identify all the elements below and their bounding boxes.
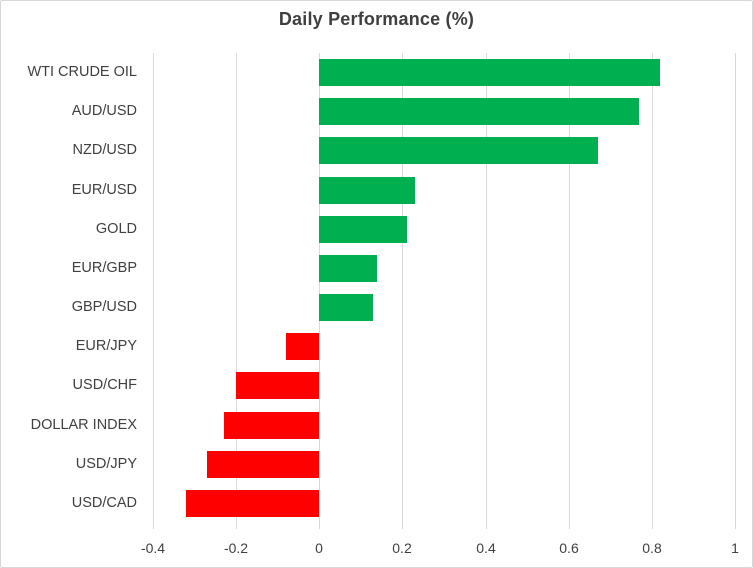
gridline--0.4 xyxy=(153,53,154,523)
bar-eur-gbp xyxy=(319,254,378,282)
bar-usd-cad xyxy=(186,489,320,517)
category-label-nzd-usd: NZD/USD xyxy=(72,142,137,159)
bar-dollar-index xyxy=(223,411,320,439)
x-axis-label-0.4: 0.4 xyxy=(476,540,496,556)
x-axis-tick xyxy=(153,523,154,529)
x-axis-label-0.6: 0.6 xyxy=(559,540,579,556)
category-label-aud-usd: AUD/USD xyxy=(71,103,137,120)
gridline-0.8 xyxy=(652,53,653,523)
gridline-1 xyxy=(735,53,736,523)
x-axis-label-0.8: 0.8 xyxy=(642,540,662,556)
x-axis-label-1: 1 xyxy=(731,540,739,556)
category-label-usd-jpy: USD/JPY xyxy=(75,455,137,472)
gridline--0.2 xyxy=(236,53,237,523)
category-label-dollar-index: DOLLAR INDEX xyxy=(30,416,137,433)
x-axis-tick xyxy=(486,523,487,529)
bar-nzd-usd xyxy=(319,137,598,165)
x-axis-tick xyxy=(319,523,320,529)
gridline-0.4 xyxy=(486,53,487,523)
bar-aud-usd xyxy=(319,98,640,126)
category-label-eur-gbp: EUR/GBP xyxy=(71,259,137,276)
bar-gold xyxy=(319,215,407,243)
category-label-usd-cad: USD/CAD xyxy=(71,494,137,511)
x-axis-tick xyxy=(735,523,736,529)
bar-wti-crude-oil xyxy=(319,59,661,87)
gridline-0.6 xyxy=(569,53,570,523)
x-axis-tick xyxy=(652,523,653,529)
chart-title: Daily Performance (%) xyxy=(278,9,475,29)
category-label-gold: GOLD xyxy=(95,220,137,237)
x-axis-tick xyxy=(569,523,570,529)
x-axis-label-0: 0 xyxy=(315,540,323,556)
bar-eur-usd xyxy=(319,176,415,204)
x-axis-label--0.2: -0.2 xyxy=(223,540,249,556)
gridline-0.2 xyxy=(402,53,403,523)
bar-usd-chf xyxy=(236,372,320,400)
category-label-usd-chf: USD/CHF xyxy=(72,377,137,394)
gridline-0 xyxy=(319,53,320,523)
category-label-wti-crude-oil: WTI CRUDE OIL xyxy=(27,64,137,80)
bar-gbp-usd xyxy=(319,294,374,322)
x-axis-label-0.2: 0.2 xyxy=(392,540,412,556)
x-axis-tick xyxy=(236,523,237,529)
bar-usd-jpy xyxy=(207,450,320,478)
x-axis-label--0.4: -0.4 xyxy=(140,540,166,556)
category-label-gbp-usd: GBP/USD xyxy=(71,299,137,315)
bar-eur-jpy xyxy=(286,333,320,361)
category-label-eur-usd: EUR/USD xyxy=(71,181,137,198)
category-label-eur-jpy: EUR/JPY xyxy=(75,338,137,355)
x-axis-tick xyxy=(402,523,403,529)
